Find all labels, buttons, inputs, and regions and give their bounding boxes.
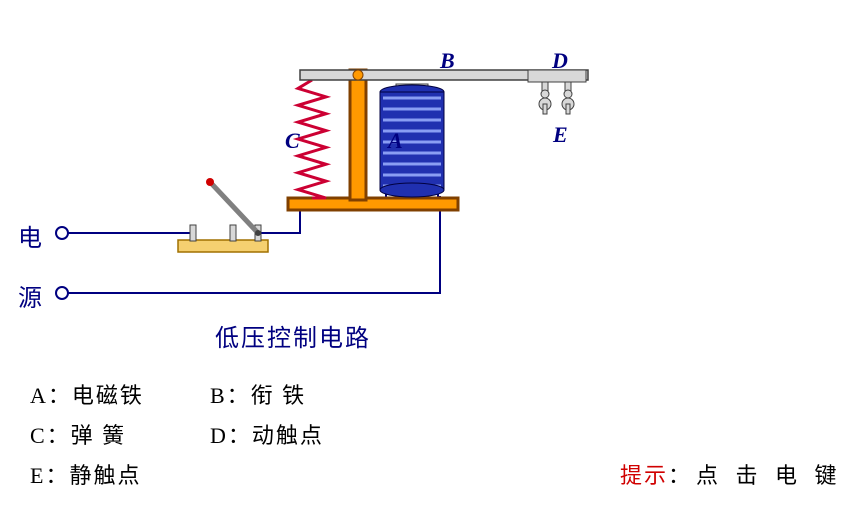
pivot-pin (353, 70, 363, 80)
static-contacts (539, 98, 574, 114)
hint-text: ：点 击 电 键 (668, 458, 843, 490)
power-label-2: 源 (18, 278, 42, 313)
power-label-1: 电 (18, 218, 42, 253)
telegraph-key-switch[interactable] (178, 178, 268, 252)
label-c: C (285, 128, 300, 154)
frame-post (350, 70, 366, 200)
label-b: B (440, 48, 455, 74)
label-e: E (553, 122, 568, 148)
relay-circuit-diagram (0, 0, 865, 529)
moving-contact (528, 70, 586, 98)
legend-a: A：电磁铁 (30, 378, 144, 410)
spring-icon (298, 80, 326, 198)
caption: 低压控制电路 (215, 318, 371, 353)
label-a: A (388, 128, 403, 154)
hint-label: 提示 (620, 458, 668, 490)
frame-base (288, 198, 458, 210)
legend-d: D：动触点 (210, 418, 324, 450)
legend-c: C：弹 簧 (30, 418, 126, 450)
legend-b: B：衔 铁 (210, 378, 306, 410)
legend-e: E：静触点 (30, 458, 141, 490)
label-d: D (552, 48, 568, 74)
power-terminal-2 (56, 287, 68, 299)
power-terminal-1 (56, 227, 68, 239)
